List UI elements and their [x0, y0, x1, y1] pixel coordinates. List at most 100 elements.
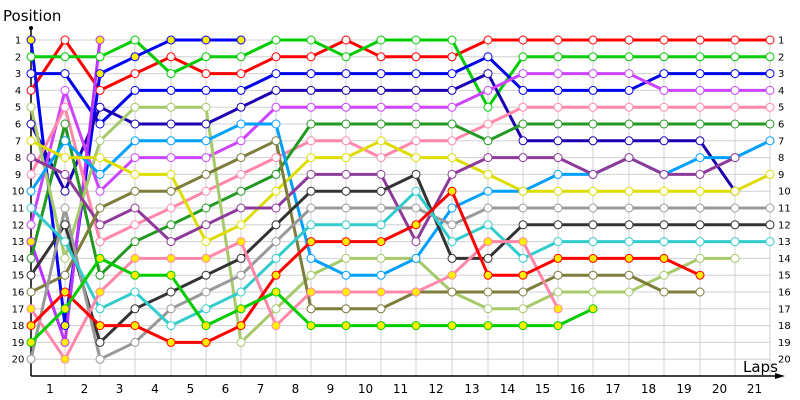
- data-point: [765, 237, 775, 247]
- data-point: [306, 220, 316, 230]
- data-point: [659, 169, 669, 179]
- data-point: [60, 304, 70, 314]
- data-point: [483, 169, 493, 179]
- data-point: [659, 220, 669, 230]
- x-tick-label: 11: [393, 382, 408, 396]
- data-point: [624, 270, 634, 280]
- data-point: [553, 186, 563, 196]
- data-point: [376, 119, 386, 129]
- data-point: [95, 169, 105, 179]
- y-tick-label: 5: [778, 103, 784, 114]
- data-point: [518, 220, 528, 230]
- data-point: [518, 52, 528, 62]
- data-point: [447, 270, 457, 280]
- data-point: [518, 253, 528, 263]
- data-point: [553, 69, 563, 79]
- data-point: [95, 119, 105, 129]
- data-point: [95, 354, 105, 364]
- data-point: [553, 253, 563, 263]
- x-tick-labels: 1 2 3 4 5 6 7 8 9 10 11 12 13 14 15 16 17 18 19 20 21: [46, 382, 762, 396]
- data-point: [201, 220, 211, 230]
- data-point: [60, 35, 70, 45]
- data-point: [341, 287, 351, 297]
- data-point: [130, 203, 140, 213]
- data-point: [553, 119, 563, 129]
- data-point: [95, 237, 105, 247]
- data-point: [588, 35, 598, 45]
- x-tick-label: 9: [327, 382, 335, 396]
- x-tick-label: 20: [712, 382, 727, 396]
- x-tick-label: 12: [428, 382, 443, 396]
- data-point: [306, 287, 316, 297]
- data-point: [483, 270, 493, 280]
- data-point: [483, 136, 493, 146]
- data-point: [518, 119, 528, 129]
- data-point: [306, 102, 316, 112]
- data-point: [306, 304, 316, 314]
- data-point: [130, 186, 140, 196]
- data-point: [236, 220, 246, 230]
- data-point: [306, 321, 316, 331]
- data-point: [95, 220, 105, 230]
- data-point: [271, 321, 281, 331]
- data-point: [201, 321, 211, 331]
- data-point: [26, 321, 36, 331]
- data-point: [201, 253, 211, 263]
- data-point: [60, 186, 70, 196]
- y-tick-label: 2: [778, 52, 784, 63]
- data-point: [306, 203, 316, 213]
- data-point: [518, 102, 528, 112]
- data-point: [624, 69, 634, 79]
- data-point: [518, 321, 528, 331]
- data-point: [588, 237, 598, 247]
- y-tick-label: 11: [778, 204, 791, 215]
- data-point: [60, 220, 70, 230]
- data-point: [730, 102, 740, 112]
- data-point: [201, 85, 211, 95]
- data-point: [483, 287, 493, 297]
- data-point: [95, 69, 105, 79]
- series-line-green: [31, 38, 770, 109]
- data-point: [730, 153, 740, 163]
- x-tick-label: 10: [358, 382, 373, 396]
- data-point: [130, 321, 140, 331]
- data-point: [730, 119, 740, 129]
- y-tick-label: 20: [778, 355, 791, 366]
- data-point: [201, 237, 211, 247]
- data-point: [306, 85, 316, 95]
- data-point: [695, 203, 705, 213]
- data-point: [695, 85, 705, 95]
- data-point: [483, 69, 493, 79]
- series-lines: [29, 38, 771, 361]
- data-point: [588, 304, 598, 314]
- series-line-dark-green: [29, 122, 770, 277]
- data-point: [483, 253, 493, 263]
- data-point: [518, 304, 528, 314]
- data-point: [411, 169, 421, 179]
- data-point: [95, 85, 105, 95]
- data-point: [518, 85, 528, 95]
- data-point: [765, 35, 775, 45]
- data-point: [306, 270, 316, 280]
- data-point: [411, 220, 421, 230]
- series-line-olive: [30, 139, 700, 311]
- series-line-blue-early-leader: [29, 38, 241, 328]
- data-point: [483, 186, 493, 196]
- data-point: [26, 287, 36, 297]
- y-tick-label: 12: [12, 220, 25, 231]
- x-tick-label: 21: [747, 382, 762, 396]
- data-point: [376, 169, 386, 179]
- data-point: [659, 287, 669, 297]
- data-point: [201, 337, 211, 347]
- data-point: [765, 52, 775, 62]
- y-tick-label: 9: [15, 170, 21, 181]
- data-point: [376, 85, 386, 95]
- data-point: [236, 304, 246, 314]
- data-point: [60, 354, 70, 364]
- data-point: [376, 270, 386, 280]
- data-point: [166, 220, 176, 230]
- data-point: [376, 321, 386, 331]
- x-tick-label: 15: [535, 382, 550, 396]
- data-point: [60, 287, 70, 297]
